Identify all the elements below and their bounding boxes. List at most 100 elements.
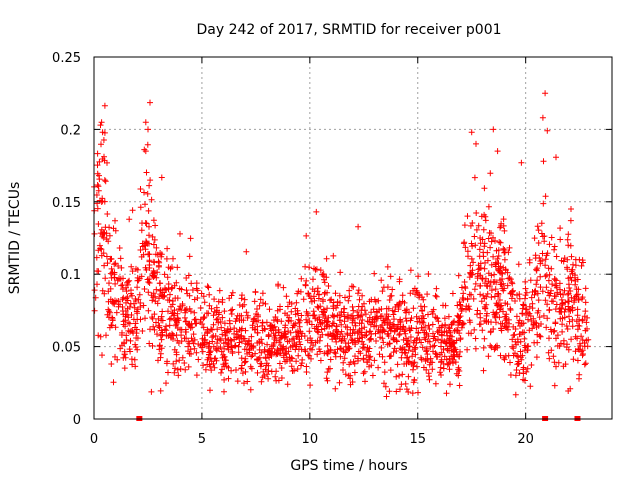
data-point [362,378,368,385]
data-point [543,252,550,259]
data-point [411,346,418,353]
data-point [340,359,347,366]
data-point [383,305,390,312]
data-point [188,335,195,342]
data-point [221,388,227,395]
data-point [376,306,383,313]
data-point [183,306,190,313]
data-point [375,364,382,371]
data-point [295,346,302,353]
data-point [168,315,174,322]
data-point [141,189,147,196]
data-point [176,306,182,312]
data-point [166,332,173,338]
x-tick-label: 10 [302,432,319,447]
data-point [523,306,530,313]
data-point [190,331,197,338]
data-point [411,285,418,292]
data-point [119,342,125,349]
data-point [251,298,258,305]
data-point [521,347,528,354]
data-point [396,372,403,379]
data-point [457,301,463,308]
data-point [317,357,324,364]
data-point [158,251,165,258]
data-point [102,275,109,282]
data-point [222,335,229,342]
data-point [486,229,493,236]
data-point [560,341,567,347]
data-point [321,308,328,315]
data-point [332,290,339,297]
data-point [103,230,110,237]
data-point [547,326,554,333]
data-point [161,271,168,278]
data-point [295,288,302,295]
data-point [311,288,318,295]
data-point [572,272,578,279]
data-point [294,333,301,340]
data-point [187,235,194,242]
data-point [305,312,312,319]
data-point [496,268,503,275]
data-point [265,362,272,369]
data-point [574,326,581,333]
data-point [525,343,532,350]
data-point [505,275,512,282]
data-point [387,353,394,360]
data-point [193,320,200,327]
data-point [262,300,269,307]
data-point [308,337,315,344]
data-point [361,368,368,375]
data-point [426,326,433,332]
data-point [371,270,378,277]
data-point [297,341,304,348]
data-point [366,314,373,321]
data-point [566,285,573,291]
data-point [126,216,133,223]
data-point [163,255,170,262]
data-point [259,327,266,334]
data-point [94,150,101,157]
data-point [117,345,124,352]
data-point [551,243,558,250]
data-point [182,307,189,314]
data-point [159,331,166,338]
data-point [437,369,443,376]
data-point [500,308,506,315]
data-point [553,154,559,161]
data-point [534,290,541,297]
data-point [546,292,553,299]
data-point [146,223,152,230]
data-point [405,347,412,354]
data-point [566,313,572,320]
data-point [288,317,295,324]
data-point [99,198,106,205]
data-point [204,361,211,368]
data-point [480,367,487,374]
data-point [157,350,164,357]
data-point [355,287,362,294]
data-point [187,308,194,315]
data-point [276,360,283,367]
data-point [440,360,447,367]
data-point [229,289,236,296]
data-point [402,350,409,357]
data-point [394,326,401,333]
data-point [361,307,368,314]
data-point [479,327,486,334]
data-point [563,344,570,351]
data-point [455,313,462,320]
data-point [490,279,497,285]
data-point [426,338,433,345]
data-point [544,301,551,308]
data-point [522,278,529,285]
data-point [548,265,555,272]
data-point [320,273,327,280]
data-point [512,372,519,379]
data-point [393,373,400,380]
data-point [378,313,385,319]
data-point [168,285,175,292]
data-point [205,310,212,317]
data-point [348,336,355,343]
